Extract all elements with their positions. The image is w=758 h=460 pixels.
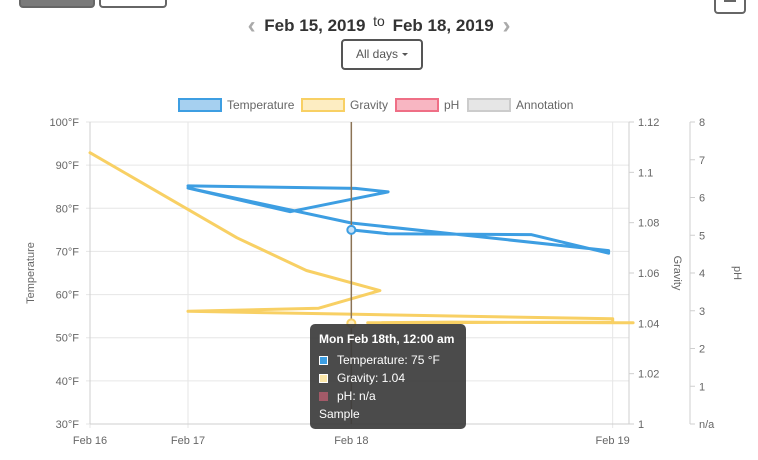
legend-label-ph: pH (444, 98, 459, 112)
days-filter-label: All days (355, 47, 399, 61)
y-tick-label-gravity: 1.02 (638, 369, 659, 381)
menu-button[interactable] (714, 0, 746, 14)
legend-label-temperature: Temperature (227, 98, 295, 112)
y-tick-label-temperature: 70°F (56, 246, 80, 258)
y-tick-label-ph: 5 (699, 230, 705, 242)
gravity-swatch (319, 374, 328, 383)
y-tick-label-ph: 2 (699, 344, 705, 356)
highlight-point-temperature (346, 224, 357, 235)
tooltip-row-ph: pH: n/a (319, 387, 457, 405)
date-range-separator: to (373, 13, 385, 29)
y-tick-label-gravity: 1.06 (638, 268, 659, 280)
series-line-gravity (88, 151, 635, 325)
legend-swatch-temperature (178, 98, 222, 112)
legend-label-annotation: Annotation (516, 98, 573, 112)
tooltip-row-temperature: Temperature: 75 °F (319, 351, 457, 369)
legend-swatch-gravity (301, 98, 345, 112)
tooltip-gravity-text: Gravity: 1.04 (337, 371, 406, 385)
caret-down-icon (402, 53, 409, 56)
y-tick-label-ph: 7 (699, 155, 705, 167)
y-tick-label-temperature: 60°F (56, 290, 80, 302)
legend-label-gravity: Gravity (350, 98, 388, 112)
x-tick-label: Feb 18 (334, 435, 368, 447)
x-tick-label: Feb 16 (73, 435, 107, 447)
legend-swatch-ph (395, 98, 439, 112)
hamburger-icon (724, 0, 736, 2)
legend-swatch-annotation (467, 98, 511, 112)
y-tick-label-temperature: 40°F (56, 376, 80, 388)
y-tick-label-gravity: 1.08 (638, 218, 659, 230)
chart-tooltip: Mon Feb 18th, 12:00 am Temperature: 75 °… (310, 324, 466, 429)
y-tick-label-ph: n/a (699, 419, 715, 431)
y-tick-label-gravity: 1.1 (638, 167, 653, 179)
y-axis-title-gravity: Gravity (671, 256, 683, 291)
y-tick-label-ph: 1 (699, 381, 705, 393)
tooltip-title: Mon Feb 18th, 12:00 am (319, 332, 455, 346)
y-tick-label-gravity: 1.04 (638, 318, 659, 330)
y-tick-label-temperature: 50°F (56, 333, 80, 345)
y-tick-label-temperature: 80°F (56, 203, 80, 215)
chart-legend: Temperature Gravity pH Annotation (178, 98, 573, 112)
y-tick-label-gravity: 1.12 (638, 117, 659, 129)
y-tick-label-gravity: 1 (638, 419, 644, 431)
temperature-swatch (319, 356, 328, 365)
date-range-end: Feb 18, 2019 (392, 16, 494, 35)
chevron-right-icon[interactable]: › (502, 12, 511, 39)
y-tick-label-ph: 4 (699, 268, 705, 280)
chevron-left-icon[interactable]: ‹ (247, 12, 256, 39)
chart-view-button[interactable] (19, 0, 95, 8)
tooltip-note: Sample (319, 407, 360, 421)
chart-axes: 100°F 90°F 80°F 70°F 60°F 50°F 40°F 30°F Feb 16 F… (25, 117, 743, 447)
tooltip-ph-text: pH: n/a (337, 389, 376, 403)
list-view-button[interactable] (99, 0, 167, 8)
y-tick-label-temperature: 100°F (50, 117, 80, 129)
days-filter-dropdown[interactable]: All days (341, 39, 423, 70)
x-tick-label: Feb 19 (596, 435, 630, 447)
y-tick-label-ph: 3 (699, 306, 705, 318)
ph-swatch (319, 392, 328, 401)
y-tick-label-ph: 6 (699, 193, 705, 205)
y-tick-label-temperature: 90°F (56, 160, 80, 172)
date-range-nav: ‹ Feb 15, 2019 to Feb 18, 2019 › (0, 12, 758, 40)
y-tick-label-ph: 8 (699, 117, 705, 129)
y-axis-title-ph: pH (731, 266, 743, 280)
date-range-start: Feb 15, 2019 (264, 16, 366, 35)
chart-series-group (88, 151, 635, 325)
tooltip-row-gravity: Gravity: 1.04 (319, 369, 457, 387)
y-tick-label-temperature: 30°F (56, 419, 80, 431)
y-axis-title-temperature: Temperature (25, 242, 37, 304)
tooltip-temperature-text: Temperature: 75 °F (337, 353, 440, 367)
x-tick-label: Feb 17 (171, 435, 205, 447)
